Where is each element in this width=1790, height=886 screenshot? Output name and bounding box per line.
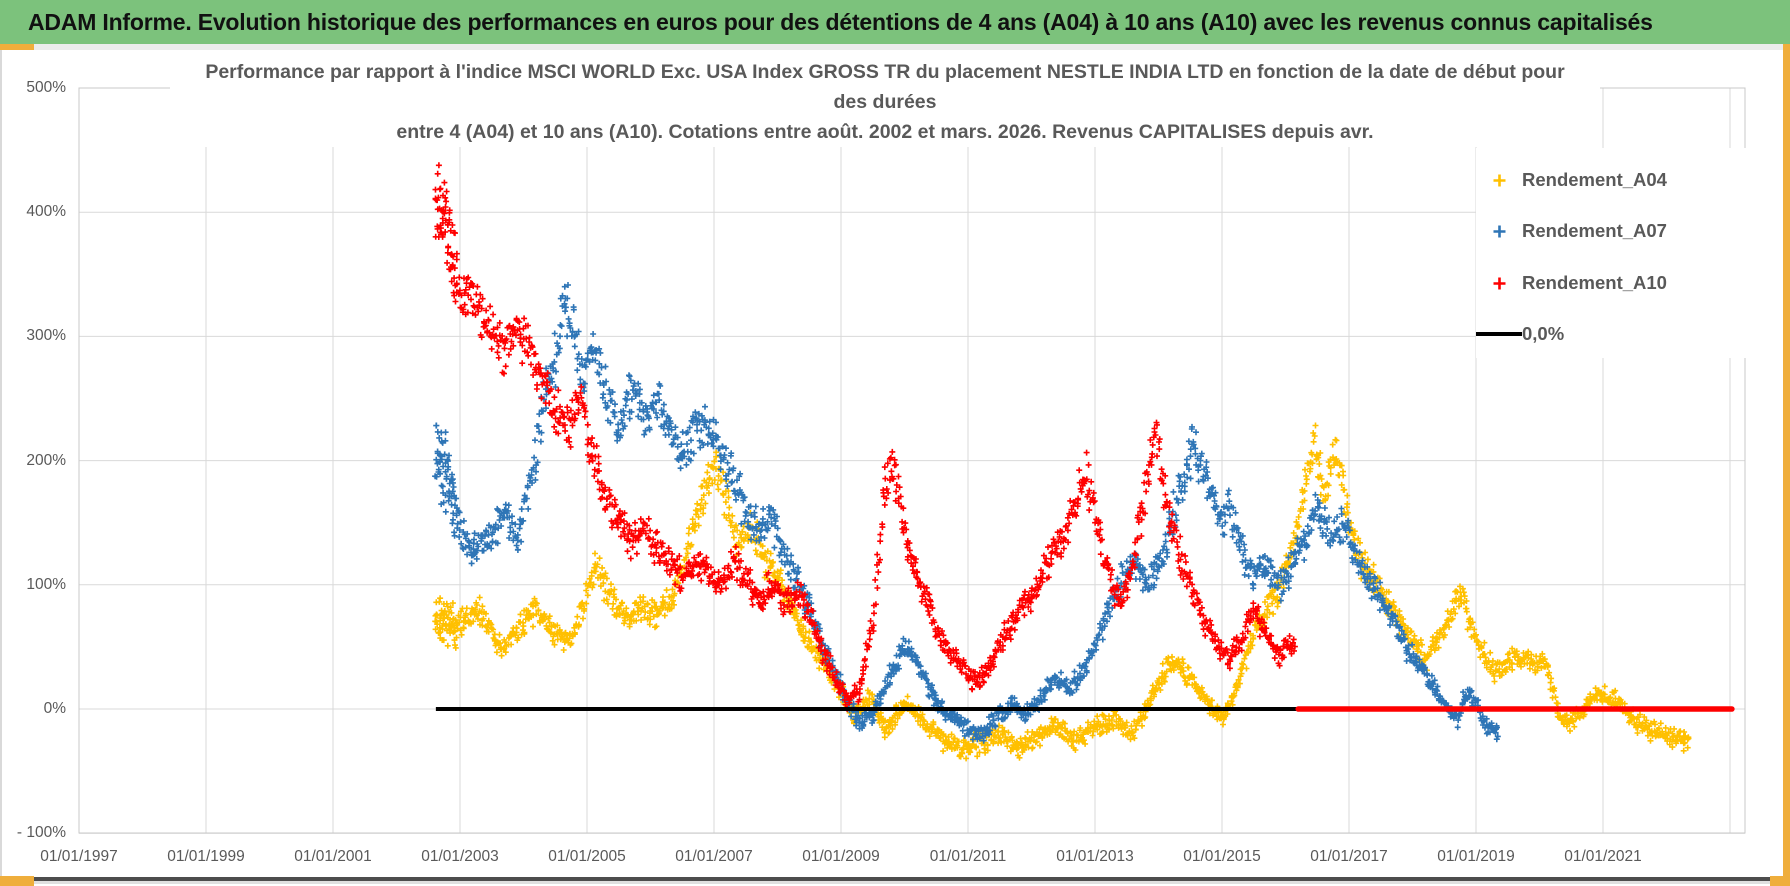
chart-title-line3: entre 4 (A04) et 10 ans (A10). Cotations… <box>396 121 1374 143</box>
gold-accent-right-bar <box>1783 44 1790 886</box>
chart-title-line1: Performance par rapport à l'indice MSCI … <box>205 61 1565 83</box>
chart-title: Performance par rapport à l'indice MSCI … <box>170 57 1600 147</box>
bottom-light-line <box>34 881 1770 884</box>
gold-accent-bottom-left <box>0 876 34 886</box>
legend-label: Rendement_A04 <box>1522 169 1667 190</box>
x-axis-label: 01/01/2009 <box>802 848 880 865</box>
x-axis-label: 01/01/2021 <box>1564 848 1642 865</box>
x-axis-label: 01/01/2005 <box>548 848 626 865</box>
legend-item-zero-line: 0,0% <box>1476 320 1782 348</box>
y-axis-label: 200% <box>26 451 66 469</box>
y-axis-label: 300% <box>26 327 66 345</box>
header-divider <box>0 44 1790 50</box>
y-axis-label: 400% <box>26 203 66 221</box>
legend-label: Rendement_A07 <box>1522 220 1667 241</box>
plus-marker-icon <box>1476 172 1522 189</box>
x-axis-label: 01/01/2007 <box>675 848 753 865</box>
gold-accent-left <box>0 44 34 50</box>
zero-line-swatch <box>1476 332 1522 336</box>
legend-label: 0,0% <box>1522 323 1565 344</box>
y-axis-label: 0% <box>43 700 66 717</box>
x-axis-label: 01/01/2001 <box>294 848 372 865</box>
bottom-border-bar <box>0 876 1790 886</box>
x-axis-label: 01/01/2003 <box>421 848 499 865</box>
report-title: ADAM Informe. Evolution historique des p… <box>28 8 1653 35</box>
chart-title-line2: des durées <box>833 91 937 113</box>
report-header: ADAM Informe. Evolution historique des p… <box>0 0 1790 44</box>
x-axis-label: 01/01/2011 <box>929 848 1007 865</box>
x-axis-label: 01/01/2017 <box>1310 848 1388 865</box>
legend-label: Rendement_A10 <box>1522 272 1667 293</box>
bottom-dark-line <box>34 877 1770 881</box>
y-axis-label: 500% <box>26 79 66 96</box>
legend-item-a10: Rendement_A10 <box>1476 269 1782 297</box>
y-axis-label: 100% <box>26 575 66 593</box>
plus-marker-icon <box>1476 223 1522 240</box>
chart-legend: Rendement_A04 Rendement_A07 Rendement_A1… <box>1476 148 1782 358</box>
legend-item-a04: Rendement_A04 <box>1476 166 1782 194</box>
legend-item-a07: Rendement_A07 <box>1476 217 1782 245</box>
x-axis-label: 01/01/2013 <box>1056 848 1134 865</box>
y-axis-label: - 100% <box>16 824 66 842</box>
plus-marker-icon <box>1476 275 1522 292</box>
gold-accent-bottom-right <box>1770 876 1790 886</box>
x-axis-label: 01/01/2015 <box>1183 848 1261 865</box>
x-axis-label: 01/01/1997 <box>40 848 118 865</box>
x-axis-label: 01/01/2019 <box>1437 848 1515 865</box>
left-border-line <box>0 50 2 876</box>
x-axis-label: 01/01/1999 <box>167 848 245 865</box>
